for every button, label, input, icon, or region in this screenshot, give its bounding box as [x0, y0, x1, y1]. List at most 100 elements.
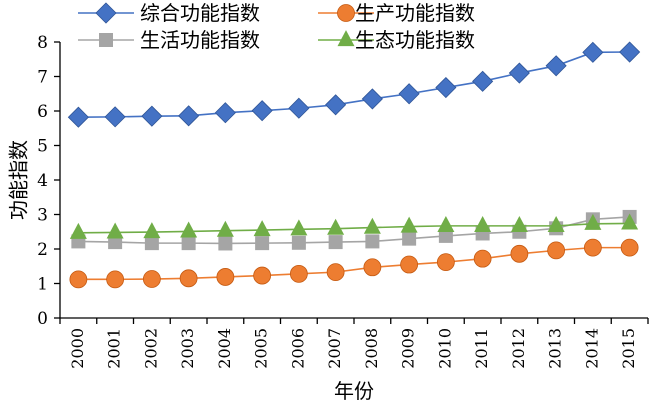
data-point [436, 253, 455, 272]
legend-marker [337, 30, 355, 47]
y-tick-label: 2 [37, 240, 48, 260]
data-point [325, 94, 347, 116]
x-tick-label: 2000 [68, 328, 87, 369]
y-tick-label: 0 [37, 309, 48, 329]
data-point [620, 238, 639, 257]
x-tick-label: 2010 [435, 328, 454, 369]
y-tick-label: 5 [37, 137, 48, 157]
y-tick-label: 3 [37, 206, 48, 226]
data-point [365, 234, 380, 249]
data-point [142, 270, 161, 288]
data-point [473, 249, 492, 268]
data-point [472, 70, 494, 92]
data-point [326, 263, 345, 282]
series-line [78, 51, 630, 119]
x-tick-label: 2014 [582, 328, 601, 369]
data-point [363, 258, 382, 277]
data-point [545, 55, 567, 77]
data-point [619, 41, 641, 63]
data-point [251, 100, 273, 122]
series-circle [69, 238, 639, 289]
data-point [474, 215, 492, 232]
legend-item: 综合功能指数 [78, 1, 260, 25]
data-point [327, 218, 345, 235]
data-point [510, 215, 528, 232]
data-point [253, 220, 271, 237]
legend-item: 生态功能指数 [318, 28, 475, 52]
legend-marker [99, 33, 113, 47]
data-point [180, 221, 198, 238]
data-point [400, 216, 418, 233]
data-point [400, 255, 419, 274]
series-layer [67, 41, 641, 289]
data-point [621, 213, 639, 230]
legend-label: 生态功能指数 [355, 28, 475, 52]
data-point [108, 235, 123, 250]
x-tick-label: 2013 [546, 328, 565, 369]
x-tick-label: 2006 [288, 328, 307, 369]
y-tick-label: 6 [37, 102, 48, 122]
series-line [78, 222, 630, 234]
legend-label: 生活功能指数 [140, 28, 260, 52]
data-point [435, 76, 457, 99]
y-tick-label: 4 [37, 171, 48, 191]
y-tick-label: 8 [37, 33, 48, 53]
x-tick-label: 2012 [509, 328, 528, 369]
data-point [143, 222, 161, 239]
data-point [255, 236, 270, 251]
data-point [547, 215, 565, 232]
data-point [179, 269, 198, 288]
x-tick-label: 2011 [472, 328, 491, 369]
data-point [253, 266, 272, 285]
data-point [216, 268, 235, 286]
legend-label: 生产功能指数 [355, 1, 475, 25]
data-point [288, 97, 310, 119]
x-tick-label: 2007 [325, 328, 344, 369]
data-point [398, 83, 420, 105]
x-tick-label: 2009 [399, 328, 418, 369]
data-point [141, 105, 163, 127]
data-point [69, 270, 88, 289]
data-point [582, 41, 604, 63]
data-point [106, 270, 125, 289]
legend-item: 生产功能指数 [318, 1, 475, 25]
data-point [106, 222, 124, 239]
axes: 0 1 2 3 4 5 6 7 8 2000 2001 2002 2003 2004 2005 2006 20… [37, 33, 649, 369]
data-point [437, 215, 455, 232]
data-point [402, 231, 417, 246]
x-tick-label: 2015 [619, 328, 638, 369]
data-point [104, 106, 126, 128]
data-point [510, 244, 529, 263]
data-point [583, 238, 602, 257]
series-triangle [69, 213, 639, 239]
series-square [71, 209, 637, 251]
data-point [363, 217, 381, 234]
data-point [289, 264, 308, 283]
x-tick-label: 2001 [105, 328, 124, 369]
y-tick-label: 1 [37, 275, 48, 295]
data-point [181, 236, 196, 251]
data-point [547, 241, 566, 260]
y-tick-label: 7 [37, 68, 48, 88]
data-point [67, 106, 89, 128]
series-line [78, 246, 630, 281]
data-point [291, 235, 306, 250]
x-tick-label: 2002 [141, 328, 160, 369]
data-point [216, 220, 234, 237]
data-point [438, 228, 453, 243]
series-diamond [67, 41, 641, 128]
x-tick-label: 2004 [215, 328, 234, 369]
data-point [144, 236, 159, 251]
legend-marker [337, 4, 355, 22]
data-point [584, 213, 602, 230]
series-line [78, 216, 630, 245]
legend-label: 综合功能指数 [140, 1, 260, 25]
x-tick-label: 2003 [178, 328, 197, 369]
data-point [214, 102, 236, 124]
x-axis-ticks: 2000 2001 2002 2003 2004 2005 2006 2007 2008 2009… [59, 318, 649, 369]
data-point [361, 88, 383, 110]
data-point [290, 219, 308, 236]
x-tick-label: 2005 [252, 328, 271, 369]
